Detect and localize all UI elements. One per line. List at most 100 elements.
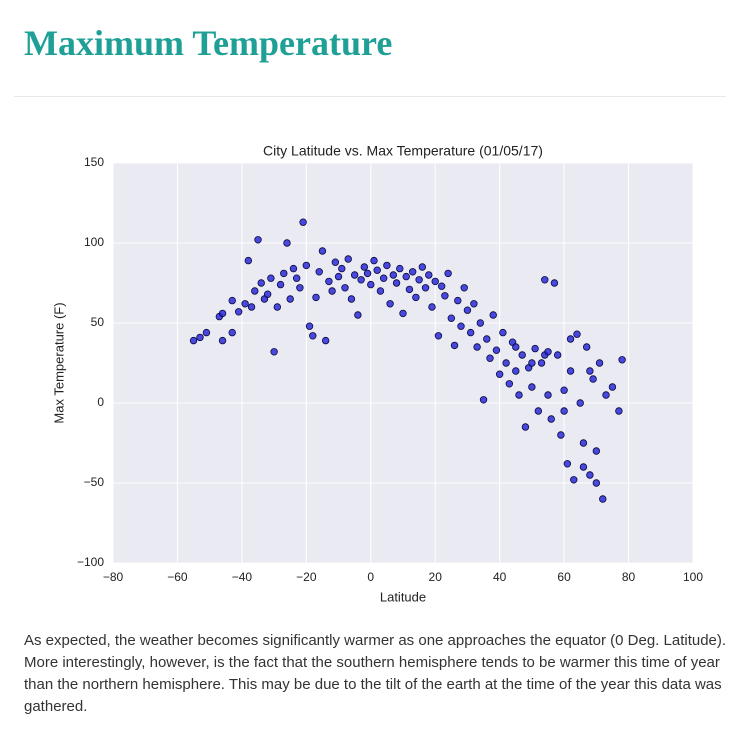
data-point (454, 296, 462, 305)
data-point (615, 407, 623, 415)
y-tick-label: −100 (77, 555, 104, 569)
data-point (444, 269, 452, 278)
data-point (263, 290, 272, 298)
data-point (592, 447, 601, 455)
data-point (321, 336, 330, 345)
data-point (408, 268, 417, 276)
y-tick-label: −50 (84, 475, 105, 489)
data-point (512, 367, 520, 375)
data-point (289, 264, 298, 273)
data-point (415, 276, 423, 284)
data-point (570, 476, 578, 484)
data-point (254, 236, 262, 244)
data-point (466, 328, 475, 337)
data-point (360, 263, 369, 271)
data-point (354, 311, 362, 319)
data-point (292, 274, 301, 282)
data-point (402, 272, 410, 281)
y-tick-label: 100 (84, 235, 104, 249)
x-tick-label: 100 (683, 570, 703, 584)
plot-background (113, 163, 693, 563)
data-point (441, 292, 449, 300)
data-point (470, 300, 478, 308)
description: As expected, the weather becomes signifi… (24, 632, 727, 715)
data-point (328, 287, 336, 295)
data-point (473, 343, 481, 351)
x-axis-label: Latitude (380, 589, 426, 604)
data-point (599, 495, 607, 503)
data-point (247, 303, 256, 311)
data-point (267, 274, 275, 282)
data-point (189, 336, 198, 345)
data-point (576, 399, 584, 407)
data-point (544, 348, 552, 356)
data-point (367, 280, 375, 289)
data-point (582, 343, 591, 351)
data-point (373, 266, 381, 274)
data-point (434, 332, 443, 340)
data-point (450, 341, 459, 350)
data-point (431, 277, 439, 286)
data-point (251, 287, 259, 295)
data-point (405, 285, 414, 294)
data-point (244, 256, 253, 265)
data-point (592, 479, 601, 487)
data-point (547, 415, 555, 423)
data-point (579, 439, 588, 447)
y-tick-label: 150 (84, 155, 104, 169)
data-point (347, 295, 356, 303)
data-point (566, 335, 575, 343)
data-point (447, 314, 456, 322)
data-point (515, 391, 523, 399)
data-point (379, 274, 388, 282)
data-point (399, 309, 407, 318)
page-heading: Maximum Temperature (24, 23, 393, 63)
data-point (618, 356, 626, 364)
data-point (392, 279, 401, 287)
data-point (363, 269, 372, 278)
data-point (579, 463, 588, 471)
data-point (531, 344, 539, 353)
data-point (286, 295, 294, 303)
data-point (595, 359, 604, 367)
data-point (560, 407, 568, 415)
data-point (202, 328, 211, 337)
data-point (418, 263, 427, 271)
data-point (428, 303, 436, 311)
data-point (463, 306, 472, 314)
data-point (302, 261, 311, 270)
data-point (528, 359, 536, 367)
data-point (499, 328, 507, 337)
data-point (386, 300, 394, 308)
data-point (257, 279, 265, 287)
data-point (553, 351, 562, 359)
data-point (495, 370, 504, 378)
data-point (586, 367, 594, 375)
data-point (296, 284, 304, 292)
data-point (479, 396, 488, 404)
x-tick-label: −80 (103, 570, 124, 584)
x-tick-label: 40 (493, 570, 507, 584)
data-point (505, 380, 514, 388)
data-point (315, 268, 323, 276)
data-point (483, 335, 491, 343)
data-point (280, 269, 288, 278)
data-point (486, 354, 494, 362)
x-tick-label: −60 (167, 570, 188, 584)
data-point (341, 284, 349, 292)
data-point (218, 336, 227, 345)
data-point (460, 284, 468, 292)
data-point (334, 272, 343, 281)
data-point (537, 359, 546, 367)
data-point (338, 264, 346, 273)
data-point (476, 319, 485, 327)
data-point (589, 375, 597, 383)
x-tick-label: −20 (296, 570, 317, 584)
data-point (276, 280, 285, 289)
data-point (534, 407, 543, 415)
x-tick-label: 0 (367, 570, 374, 584)
data-point (521, 423, 530, 431)
data-point (357, 276, 365, 284)
